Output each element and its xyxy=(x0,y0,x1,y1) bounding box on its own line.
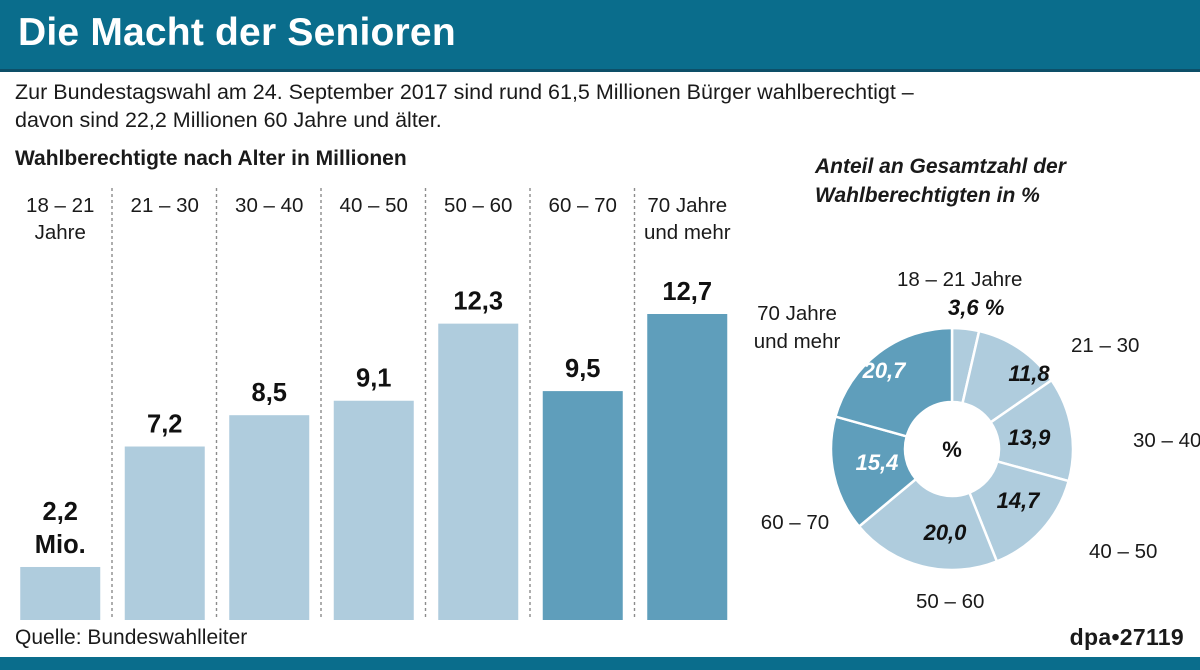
category-label: 50 – 60 xyxy=(444,194,512,217)
pie-slice xyxy=(829,415,918,529)
pie-value-label: 3,6 % xyxy=(948,295,1004,320)
value-label: 9,1 xyxy=(356,365,391,393)
page-title: Die Macht der Senioren xyxy=(18,11,456,54)
intro-line-2: davon sind 22,2 Millionen 60 Jahre und ä… xyxy=(15,108,442,132)
bar-chart: 18 – 21 Jahre 2,2 Mio. 21 – 30 7,2 30 – 40 8,5 4… xyxy=(20,188,731,620)
category-label: 18 – 21 xyxy=(26,194,94,217)
pie-value-label: 11,8 xyxy=(1008,361,1050,386)
bar xyxy=(438,323,519,620)
pie-category-label: 50 – 60 xyxy=(916,590,984,613)
value-label: 12,3 xyxy=(453,288,503,316)
pie-category-label: 40 – 50 xyxy=(1089,540,1157,563)
pie-value-label: 14,7 xyxy=(997,488,1042,513)
pie-category-label: 70 Jahre xyxy=(757,302,837,325)
pie-value-label: 13,9 xyxy=(1008,425,1052,450)
pie-category-label: und mehr xyxy=(754,330,841,353)
pie-category-label: 60 – 70 xyxy=(761,511,829,534)
bar xyxy=(333,400,414,620)
intro-line-1: Zur Bundestagswahl am 24. September 2017… xyxy=(15,80,914,104)
pie-category-label: 30 – 40 xyxy=(1133,429,1200,452)
pie-chart-title: Anteil an Gesamtzahl der Wahlberechtigte… xyxy=(815,152,1066,210)
pie-category-label: 18 – 21 Jahre xyxy=(897,268,1022,291)
pie-title-line-1: Anteil an Gesamtzahl der xyxy=(815,155,1066,178)
pie-value-label: 15,4 xyxy=(856,450,899,475)
value-label: 7,2 xyxy=(147,411,182,439)
pie-chart: % 11,8 13,9 14,7 20,0 15,4 20,7 18 – 21 Jahre 21… xyxy=(754,268,1200,613)
source-note: Quelle: Bundeswahlleiter xyxy=(15,626,248,649)
bar xyxy=(542,391,623,620)
bar xyxy=(20,566,101,620)
agency-credit: dpa•27119 xyxy=(1069,624,1184,650)
bar-chart-title: Wahlberechtigte nach Alter in Millionen xyxy=(15,147,407,170)
value-label: 12,7 xyxy=(662,278,712,306)
pie-title-line-2: Wahlberechtigten in % xyxy=(815,184,1040,207)
pie-category-label: 21 – 30 xyxy=(1071,334,1139,357)
pie-value-label: 20,0 xyxy=(923,520,968,545)
bar xyxy=(647,314,728,620)
category-label: 30 – 40 xyxy=(235,194,303,217)
category-label: 40 – 50 xyxy=(340,194,408,217)
value-label: 9,5 xyxy=(565,355,600,383)
category-label: 60 – 70 xyxy=(549,194,617,217)
value-label: 8,5 xyxy=(252,379,287,407)
bar xyxy=(124,446,205,620)
value-label: 2,2 xyxy=(43,498,78,526)
intro-text: Zur Bundestagswahl am 24. September 2017… xyxy=(15,78,1115,134)
category-label: 21 – 30 xyxy=(131,194,199,217)
category-label: 70 Jahre xyxy=(647,194,727,217)
bottom-rule xyxy=(0,657,1200,670)
pie-value-label: 20,7 xyxy=(862,358,908,383)
category-label: Jahre xyxy=(35,221,86,244)
pie-slice xyxy=(967,459,1071,564)
bar xyxy=(229,415,310,620)
pie-slice xyxy=(857,477,999,572)
pie-center-label: % xyxy=(942,437,962,462)
value-label: Mio. xyxy=(35,531,86,559)
pie-slice xyxy=(833,326,954,438)
title-bar: Die Macht der Senioren xyxy=(0,0,1200,72)
category-label: und mehr xyxy=(644,221,731,244)
